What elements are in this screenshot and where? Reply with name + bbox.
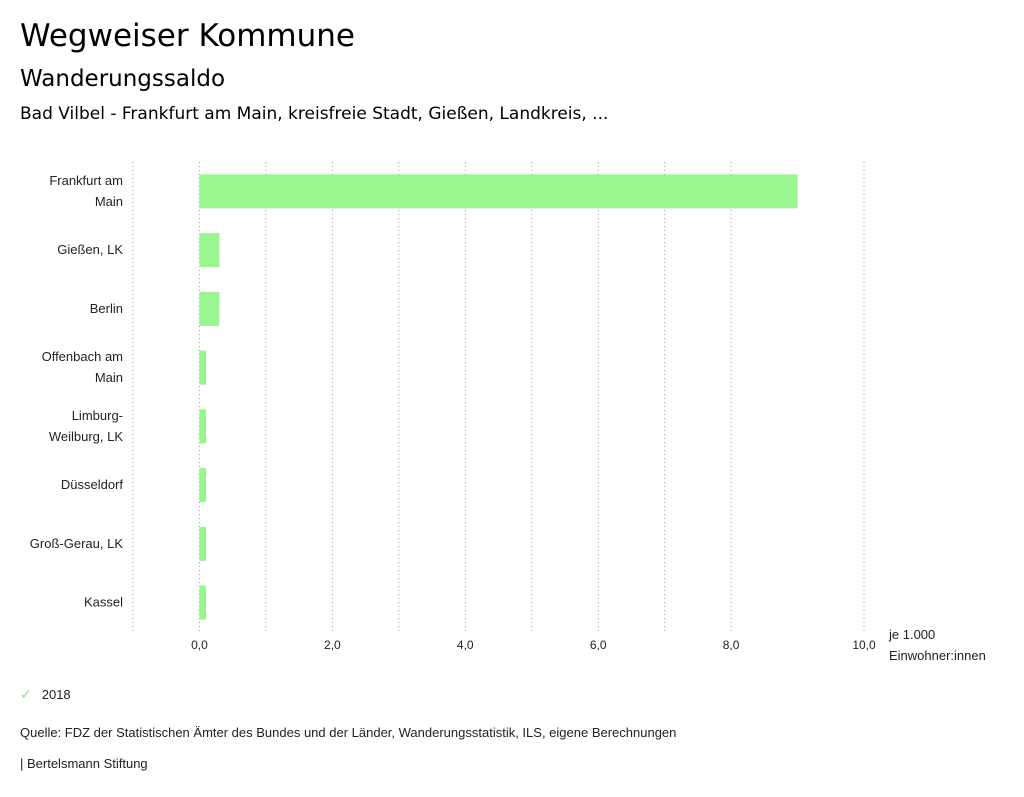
chart-subtitle: Wanderungssaldo [20, 66, 226, 92]
unit-label-line-1: je 1.000 [889, 627, 936, 642]
category-label: Kassel [84, 595, 123, 610]
x-tick-label: 10,0 [852, 638, 876, 652]
credit-note: | Bertelsmann Stiftung [20, 756, 148, 771]
category-label: Berlin [90, 301, 123, 316]
bar [199, 350, 207, 385]
x-tick-label: 0,0 [191, 638, 208, 652]
legend-label: 2018 [41, 687, 71, 702]
x-tick-label: 2,0 [324, 638, 341, 652]
x-tick-label: 6,0 [590, 638, 607, 652]
bar [199, 585, 207, 620]
category-label: Offenbach am [42, 349, 123, 364]
bar [199, 174, 798, 209]
bar [199, 526, 207, 561]
unit-label-line-2: Einwohner:innen [889, 648, 986, 663]
x-axis-unit-label: je 1.000 Einwohner:innen [889, 624, 986, 666]
category-label: Weilburg, LK [49, 429, 124, 444]
category-label: Limburg- [72, 408, 123, 423]
bar [199, 291, 220, 326]
category-label: Main [95, 194, 123, 209]
source-note: Quelle: FDZ der Statistischen Ämter des … [20, 725, 677, 740]
legend-item-2018[interactable]: ✓ 2018 [20, 686, 71, 703]
bar [199, 409, 207, 444]
bar [199, 468, 207, 503]
x-tick-label: 8,0 [723, 638, 740, 652]
x-tick-label: 4,0 [457, 638, 474, 652]
category-label: Groß-Gerau, LK [30, 536, 124, 551]
page-title: Wegweiser Kommune [20, 18, 355, 54]
category-label: Gießen, LK [57, 242, 123, 257]
chart-region-subtitle: Bad Vilbel - Frankfurt am Main, kreisfre… [20, 104, 609, 124]
check-icon: ✓ [20, 686, 32, 702]
category-label: Frankfurt am [49, 173, 123, 188]
bar-chart: 0,0 2,0 4,0 6,0 8,0 10,0 Frankfurt am Main Gieße… [30, 162, 876, 652]
category-label: Main [95, 370, 123, 385]
category-label: Düsseldorf [61, 477, 124, 492]
bar [199, 233, 220, 268]
